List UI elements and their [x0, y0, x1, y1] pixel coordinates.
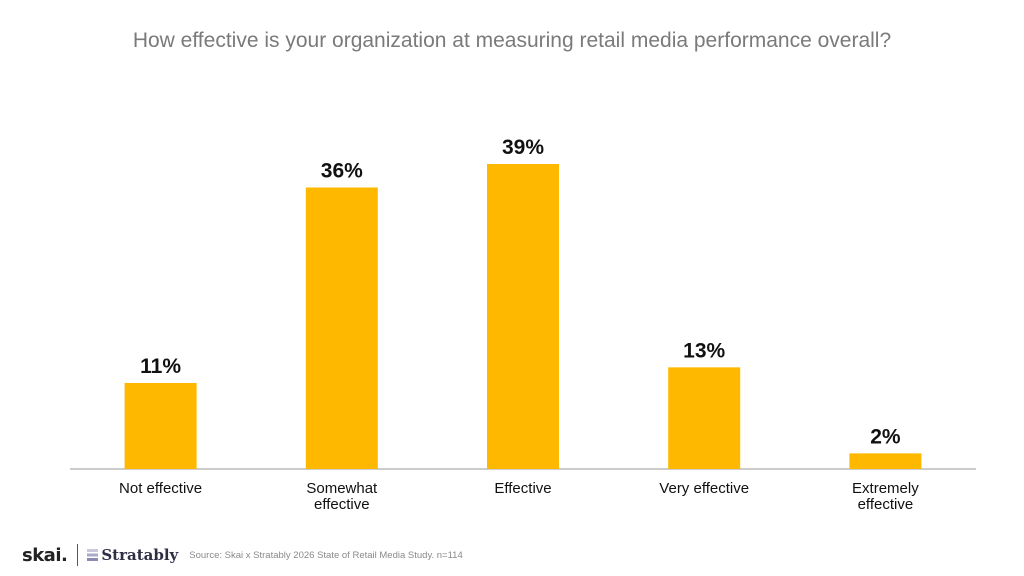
source-note: Source: Skai x Stratably 2026 State of R…: [189, 549, 463, 561]
value-label-1: 36%: [321, 159, 363, 182]
bar-1: [305, 187, 378, 470]
stratably-mark-icon: [87, 549, 99, 561]
category-label-1-line-1: effective: [314, 496, 370, 513]
bar-2: [487, 164, 559, 469]
category-label-2: Effective: [494, 480, 551, 497]
category-label-4-line-0: Extremely: [852, 480, 919, 497]
bar-0: [124, 382, 197, 469]
category-label-3: Very effective: [659, 480, 749, 497]
category-label-1-line-0: Somewhat: [306, 480, 378, 497]
stratably-logo-text: Stratably: [101, 546, 179, 564]
bar-chart: 11%Not effective36%Somewhateffective39%E…: [70, 136, 976, 513]
category-label-0: Not effective: [119, 480, 202, 497]
value-label-3: 13%: [683, 339, 725, 362]
bar-4: [849, 453, 922, 469]
skai-logo: skai.: [22, 544, 68, 566]
footer-divider: [77, 544, 79, 566]
footer: skai. Stratably Source: Skai x Stratably…: [22, 542, 463, 568]
category-label-4-line-1: effective: [858, 496, 914, 513]
bar-3: [668, 367, 741, 469]
value-label-0: 11%: [140, 355, 181, 378]
value-label-2: 39%: [502, 136, 544, 159]
value-label-4: 2%: [870, 425, 901, 448]
chart-title: How effective is your organization at me…: [132, 29, 892, 52]
stratably-logo: Stratably: [87, 546, 178, 564]
